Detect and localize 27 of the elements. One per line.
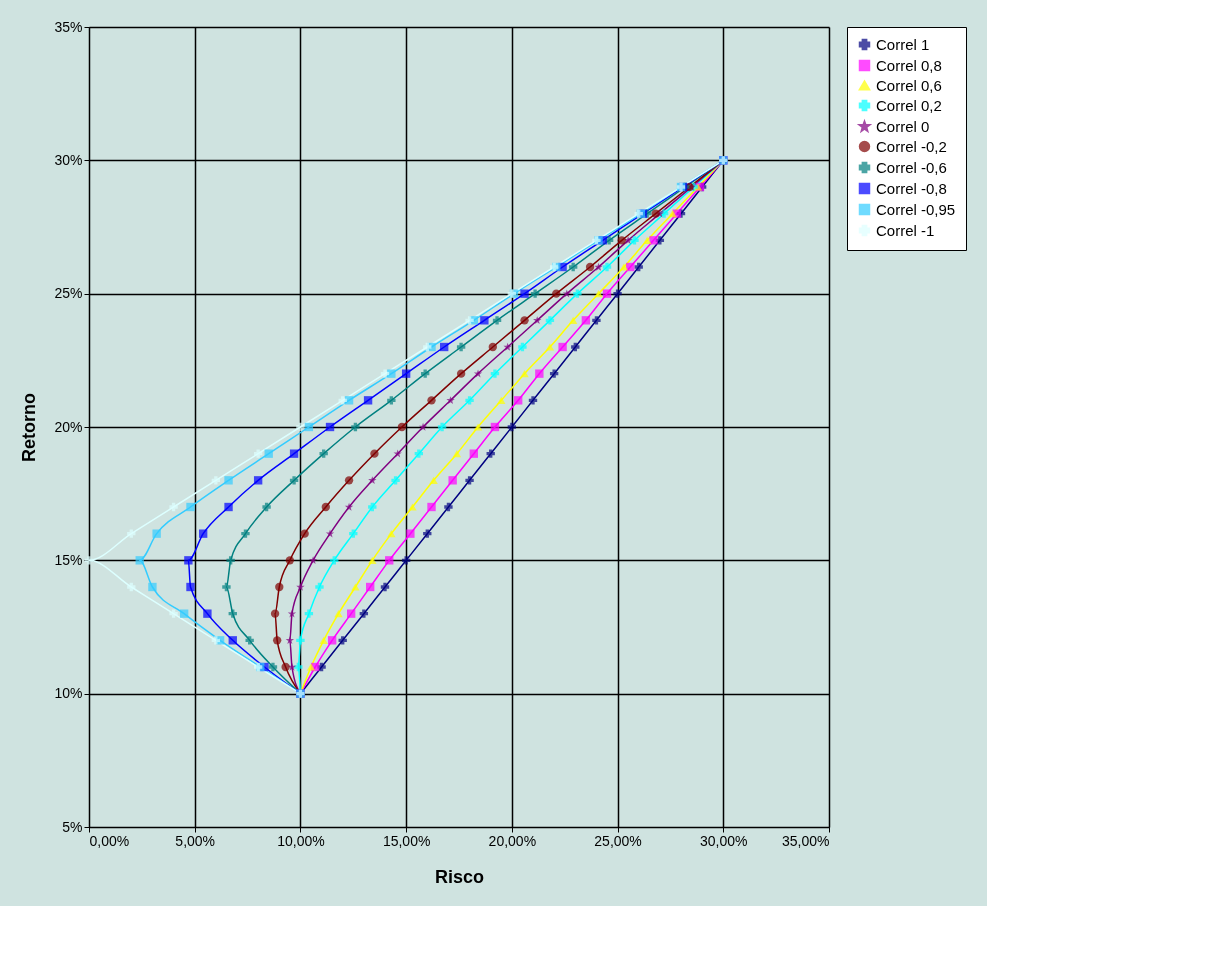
y-tick-label: 25% bbox=[54, 285, 83, 302]
y-axis-title: Retorno bbox=[19, 393, 40, 462]
x-tick-label: 10,00% bbox=[277, 832, 325, 849]
x-tick-label: 0,00% bbox=[89, 832, 130, 849]
y-tick-label: 20% bbox=[54, 418, 83, 435]
y-tick-label: 15% bbox=[54, 551, 83, 568]
x-tick-label: 20,00% bbox=[488, 832, 537, 849]
y-tick-label: 10% bbox=[54, 685, 83, 702]
legend-label: Correl -0,6 bbox=[876, 158, 947, 176]
legend-label: Correl -0,2 bbox=[876, 137, 947, 155]
x-tick-label: 30,00% bbox=[700, 832, 748, 849]
x-tick-label: 5,00% bbox=[175, 832, 216, 849]
legend-label: Correl 0,6 bbox=[876, 76, 942, 94]
y-tick-label: 5% bbox=[62, 818, 83, 835]
legend-label: Correl -1 bbox=[876, 221, 935, 239]
legend-label: Correl 0,2 bbox=[876, 96, 942, 114]
legend-label: Correl -0,95 bbox=[876, 200, 956, 218]
y-tick-label: 35% bbox=[54, 18, 83, 35]
x-axis-title: Risco bbox=[434, 866, 485, 887]
legend-label: Correl -0,8 bbox=[876, 179, 947, 197]
legend-label: Correl 1 bbox=[876, 35, 930, 53]
x-tick-label: 15,00% bbox=[382, 832, 431, 849]
x-tick-label: 35,00% bbox=[782, 832, 830, 849]
y-tick-label: 30% bbox=[54, 151, 83, 168]
legend-label: Correl 0,8 bbox=[876, 56, 942, 74]
x-tick-label: 25,00% bbox=[594, 832, 642, 849]
legend-label: Correl 0 bbox=[876, 117, 930, 135]
